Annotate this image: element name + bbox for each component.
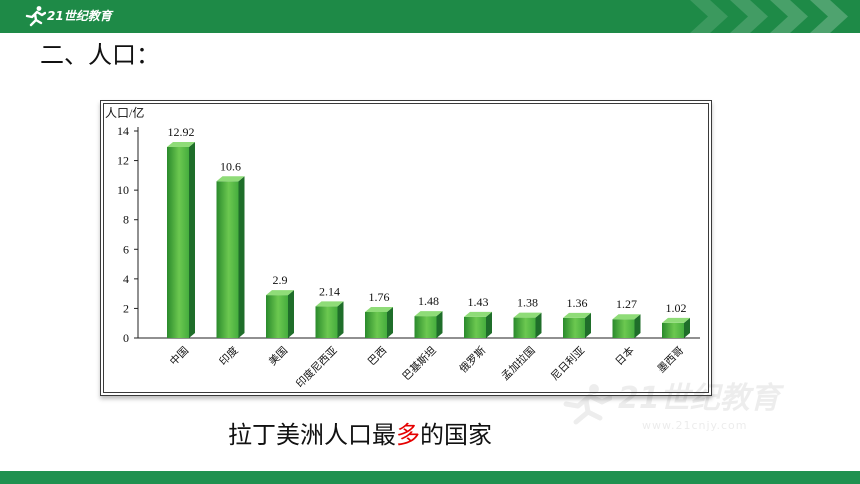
category-label: 巴基斯坦 — [400, 344, 439, 383]
data-label: 1.38 — [517, 296, 538, 310]
caption-text-after: 的国家 — [420, 421, 492, 449]
category-label: 孟加拉国 — [499, 344, 538, 383]
bar — [612, 319, 635, 338]
bar-side — [189, 141, 195, 338]
y-tick-label: 2 — [123, 301, 129, 315]
caption-text-before: 拉丁美洲人口最 — [228, 421, 396, 449]
data-label: 1.76 — [369, 290, 390, 304]
bar — [266, 295, 288, 338]
bar — [513, 317, 536, 338]
bar — [216, 181, 239, 338]
runner-logo-icon — [25, 6, 46, 27]
bar-side — [288, 290, 294, 338]
y-tick-label: 4 — [123, 272, 129, 286]
y-tick-label: 14 — [117, 124, 129, 138]
bar-side — [634, 314, 641, 338]
watermark-url: www.21cnjy.com — [642, 419, 748, 432]
header-band: 21世纪教育 — [0, 0, 860, 33]
caption-highlight: 多 — [396, 421, 420, 449]
category-label: 印度 — [217, 344, 241, 368]
category-label: 美国 — [266, 344, 290, 368]
section-heading: 二、人口： — [40, 41, 160, 69]
y-tick-label: 6 — [123, 242, 129, 256]
bar-top — [563, 312, 591, 318]
category-label: 俄罗斯 — [457, 344, 489, 376]
data-label: 10.6 — [220, 159, 241, 173]
bar-top — [513, 312, 542, 318]
bar — [414, 316, 437, 338]
bar-top — [612, 314, 641, 320]
y-tick-label: 10 — [117, 183, 129, 197]
category-label: 墨西哥 — [655, 345, 686, 376]
bar-side — [486, 311, 492, 338]
bar-side — [238, 176, 245, 338]
y-tick-label: 12 — [117, 154, 129, 168]
chart-frame — [100, 100, 712, 396]
bar-side — [585, 312, 591, 338]
y-axis-label: 人口/亿 — [105, 105, 144, 120]
footer-band — [0, 471, 860, 484]
category-label: 印度尼西亚 — [293, 344, 340, 391]
watermark-logo-text: 21世纪教育 — [618, 381, 780, 416]
data-label: 12.92 — [168, 125, 195, 139]
population-bar-chart: 人口/亿 0 2 4 6 8 10 12 14 12.92 中国 10.6 印度 2.9 美国 2.14 印度… — [105, 105, 700, 391]
bar-top — [365, 306, 393, 312]
data-label: 1.36 — [567, 296, 588, 310]
data-label: 2.9 — [273, 273, 288, 287]
bar-top — [414, 311, 443, 317]
category-label: 日本 — [613, 344, 637, 368]
bar — [662, 322, 684, 338]
bar-side — [436, 311, 443, 338]
chevron-arrows-icon — [690, 0, 848, 33]
category-label: 中国 — [167, 344, 191, 368]
bar — [563, 317, 585, 338]
watermark: 21世纪教育 www.21cnjy.com — [560, 380, 850, 436]
bar — [464, 316, 486, 338]
bar-side — [387, 306, 393, 338]
bar — [315, 306, 338, 338]
category-label: 尼日利亚 — [549, 344, 588, 383]
y-tick-label: 8 — [123, 213, 129, 227]
y-tick-label: 0 — [123, 331, 129, 345]
category-label: 巴西 — [366, 345, 389, 368]
watermark-runner-icon — [563, 384, 612, 425]
caption: 拉丁美洲人口最多的国家 — [228, 421, 492, 449]
bar-top — [662, 317, 690, 323]
bar-side — [337, 301, 344, 338]
data-label: 2.14 — [319, 284, 340, 298]
bar-top — [216, 176, 245, 182]
data-label: 1.27 — [616, 297, 637, 311]
data-label: 1.43 — [468, 295, 489, 309]
data-label: 1.02 — [666, 301, 687, 315]
bar-top — [266, 290, 294, 296]
data-label: 1.48 — [418, 294, 439, 308]
logo-text: 21世纪教育 — [47, 9, 112, 23]
bar-side — [535, 312, 542, 338]
bar-top — [464, 311, 492, 317]
bar-top — [315, 301, 344, 307]
bar — [365, 311, 387, 338]
bar-top — [167, 141, 195, 147]
bar — [167, 146, 189, 338]
bar-side — [684, 317, 690, 338]
